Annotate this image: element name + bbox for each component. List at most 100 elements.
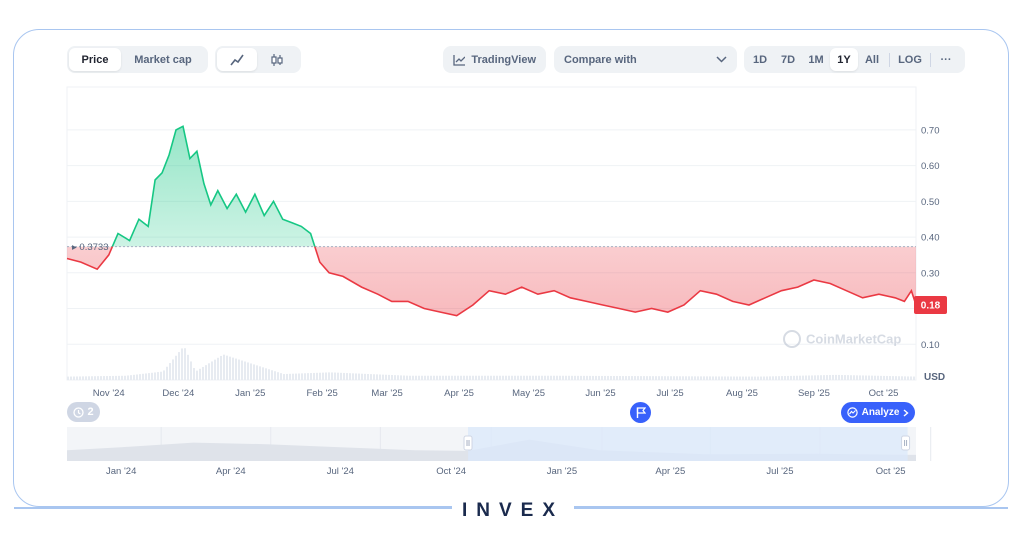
volume-bar (841, 375, 843, 380)
volume-bar (316, 372, 318, 380)
volume-bar (724, 376, 726, 380)
volume-bar (136, 374, 138, 380)
volume-bar (877, 375, 879, 380)
volume-bar (121, 375, 123, 380)
volume-bar (598, 375, 600, 380)
volume-bar (307, 373, 309, 380)
coinmarketcap-logo-icon (783, 330, 801, 348)
volume-bar (520, 375, 522, 380)
range-7d[interactable]: 7D (780, 53, 796, 66)
volume-bar (892, 376, 894, 380)
volume-bar (313, 372, 315, 380)
volume-bar (385, 374, 387, 380)
volume-bar (118, 375, 120, 380)
volume-bar (499, 375, 501, 380)
volume-bar (502, 375, 504, 380)
volume-bar (688, 376, 690, 380)
volume-bar (163, 370, 165, 380)
price-marketcap-toggle: Price Market cap (67, 46, 208, 73)
volume-bar (184, 348, 186, 380)
volume-bar (298, 373, 300, 380)
volume-bar (808, 375, 810, 380)
volume-bar (421, 375, 423, 380)
volume-bar (820, 375, 822, 380)
event-flag-button[interactable] (630, 402, 651, 423)
volume-bar (229, 356, 231, 380)
x-tick-label: Nov '24 (93, 388, 125, 399)
volume-bar (169, 363, 171, 380)
volume-bar (646, 376, 648, 380)
volume-bar (109, 375, 111, 380)
volume-bar (295, 373, 297, 380)
volume-bar (268, 369, 270, 380)
volume-bar (718, 376, 720, 380)
volume-bar (541, 375, 543, 380)
compare-with-select[interactable]: Compare with (554, 46, 737, 73)
volume-bar (397, 375, 399, 380)
log-toggle[interactable]: LOG (898, 53, 922, 66)
volume-bar (529, 375, 531, 380)
volume-bar (703, 376, 705, 380)
volume-bar (559, 375, 561, 380)
volume-bar (784, 376, 786, 380)
range-1m[interactable]: 1M (808, 53, 824, 66)
volume-bar (850, 375, 852, 380)
volume-bar (328, 372, 330, 380)
volume-bar (355, 373, 357, 380)
volume-bar (712, 376, 714, 380)
volume-bar (847, 375, 849, 380)
candlestick-icon (271, 53, 283, 66)
volume-bar (466, 375, 468, 380)
volume-bar (280, 373, 282, 380)
volume-bar (301, 373, 303, 380)
volume-bar (766, 376, 768, 380)
volume-bar (562, 375, 564, 380)
volume-bar (202, 366, 204, 380)
volume-bar (100, 376, 102, 380)
volume-bar (535, 375, 537, 380)
more-options-button[interactable]: ··· (940, 53, 952, 66)
volume-bar (652, 376, 654, 380)
volume-bar (655, 376, 657, 380)
volume-bar (748, 376, 750, 380)
volume-bar (337, 372, 339, 380)
volume-bar (754, 376, 756, 380)
analyze-button[interactable]: Analyze (841, 402, 915, 423)
range-1y[interactable]: 1Y (830, 48, 858, 71)
volume-bar (160, 371, 162, 380)
tradingview-icon (453, 54, 466, 66)
volume-bar (733, 376, 735, 380)
volume-bar (556, 375, 558, 380)
volume-bar (580, 375, 582, 380)
range-1d[interactable]: 1D (752, 53, 768, 66)
volume-bar (547, 375, 549, 380)
volume-bar (454, 375, 456, 380)
volume-bar (826, 375, 828, 380)
area-below-baseline (67, 246, 916, 316)
tab-price[interactable]: Price (69, 48, 121, 71)
tradingview-button[interactable]: TradingView (443, 46, 546, 73)
history-badge[interactable]: 2 (67, 402, 100, 422)
candlestick-button[interactable] (257, 48, 297, 71)
volume-bar (196, 370, 198, 380)
volume-bar (574, 375, 576, 380)
volume-bar (910, 376, 912, 380)
volume-bar (361, 373, 363, 380)
volume-bar (742, 376, 744, 380)
line-chart-button[interactable] (217, 48, 257, 71)
volume-bar (214, 359, 216, 380)
volume-bar (130, 375, 132, 380)
volume-bar (82, 376, 84, 380)
volume-bar (583, 375, 585, 380)
tab-market-cap[interactable]: Market cap (134, 53, 192, 66)
baseline-arrow-icon: ▸ (72, 242, 79, 253)
volume-bar (673, 376, 675, 380)
volume-bar (490, 375, 492, 380)
brand-name: INVEX (461, 500, 565, 521)
price-line-up (111, 125, 316, 247)
volume-bar (400, 375, 402, 380)
volume-bar (586, 375, 588, 380)
volume-bar (430, 375, 432, 380)
range-all[interactable]: All (864, 53, 880, 66)
volume-bar (394, 375, 396, 380)
